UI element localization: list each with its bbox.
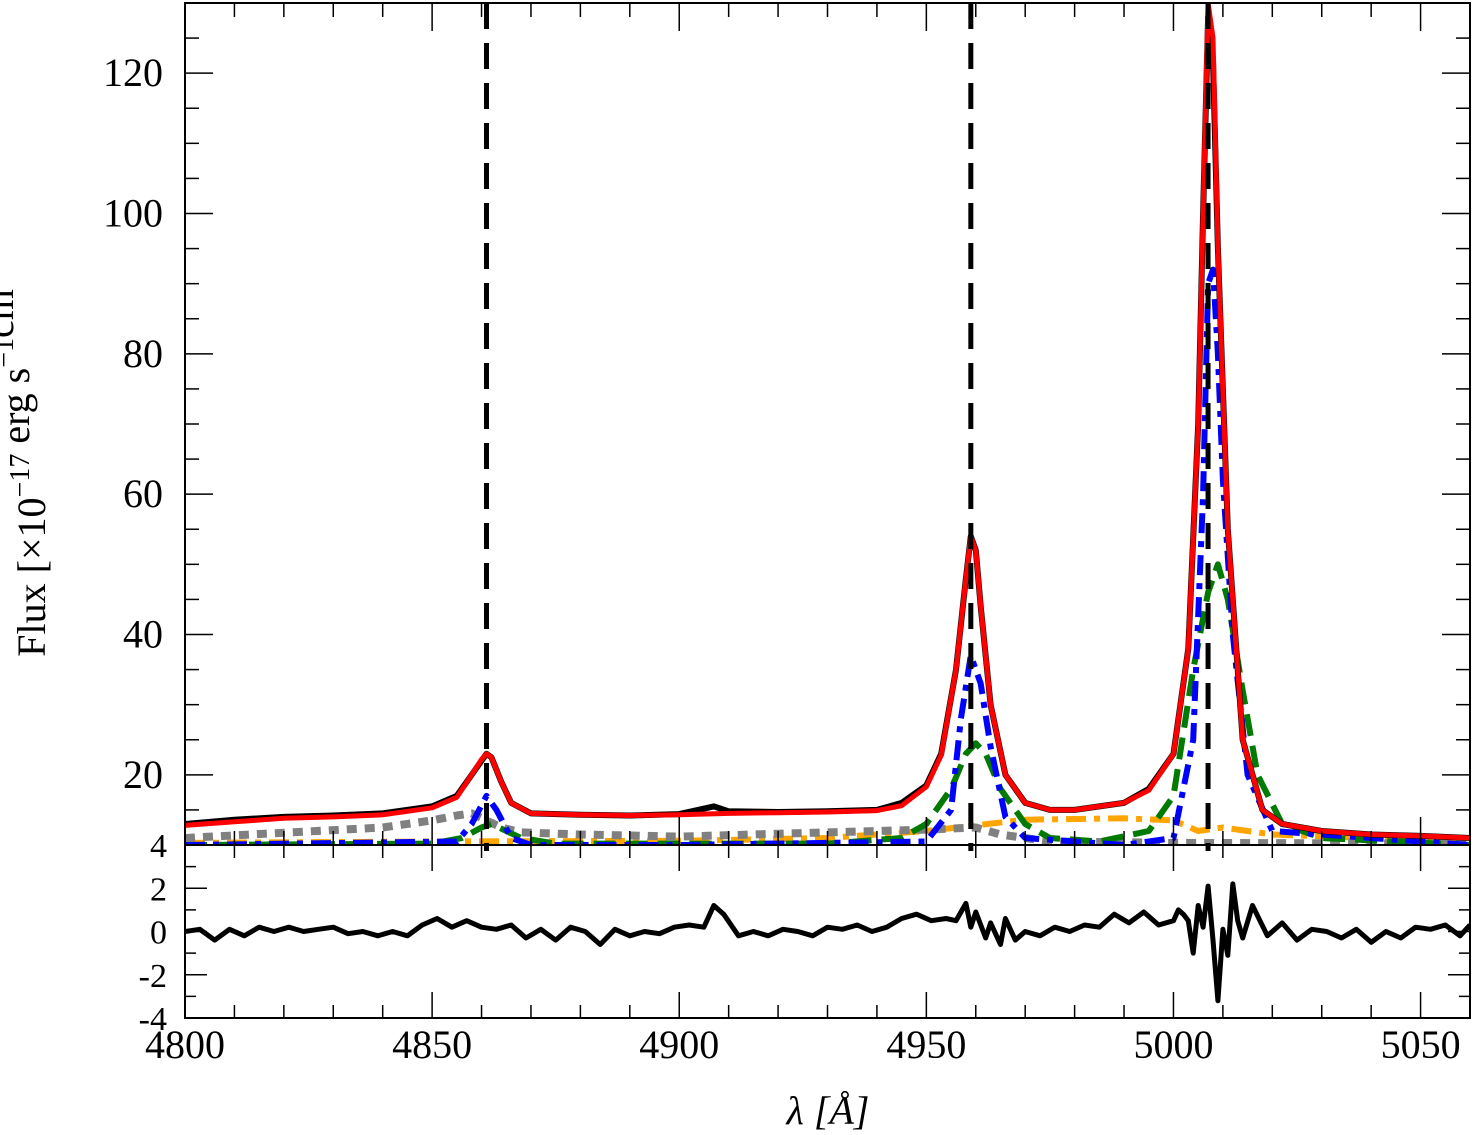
residual-y-tick-label: -4 (139, 1001, 167, 1038)
x-tick-label: 4800 (145, 1022, 225, 1067)
main-frame (184, 2, 1471, 846)
x-tick-label: 4850 (392, 1022, 472, 1067)
series-model (185, 3, 1470, 841)
main-panel: 20 40 60 80 100 120 (103, 2, 1471, 851)
y-tick-label: 20 (123, 752, 163, 797)
series-component-green (185, 561, 1470, 845)
y-tick-label: 40 (123, 612, 163, 657)
y-tick-label: 100 (103, 191, 163, 236)
residual-y-tick-label: 4 (150, 828, 167, 865)
x-axis-title: λ [Å] (786, 1088, 870, 1133)
y-tick-label: 80 (123, 331, 163, 376)
x-tick-label: 4950 (886, 1022, 966, 1067)
main-plot-area (185, 3, 1470, 845)
y-tick-label: 60 (123, 471, 163, 516)
residual-y-tick-label: 0 (150, 915, 167, 952)
residual-plot-area (185, 881, 1470, 1004)
residual-y-tick-label: -2 (139, 958, 167, 995)
x-tick-label: 4900 (639, 1022, 719, 1067)
y-tick-label: 120 (103, 50, 163, 95)
residual-frame (184, 844, 1471, 1019)
series-observed (185, 14, 1470, 841)
residual-y-tick-label: 2 (150, 871, 167, 908)
series-component-blue (185, 266, 1470, 845)
x-tick-label: 5000 (1133, 1022, 1213, 1067)
y-axis-title: Flux [×10−17 erg s−1cm−2Å−1] (0, 187, 54, 656)
series-residual (185, 881, 1470, 1004)
x-tick-label: 5050 (1381, 1022, 1461, 1067)
